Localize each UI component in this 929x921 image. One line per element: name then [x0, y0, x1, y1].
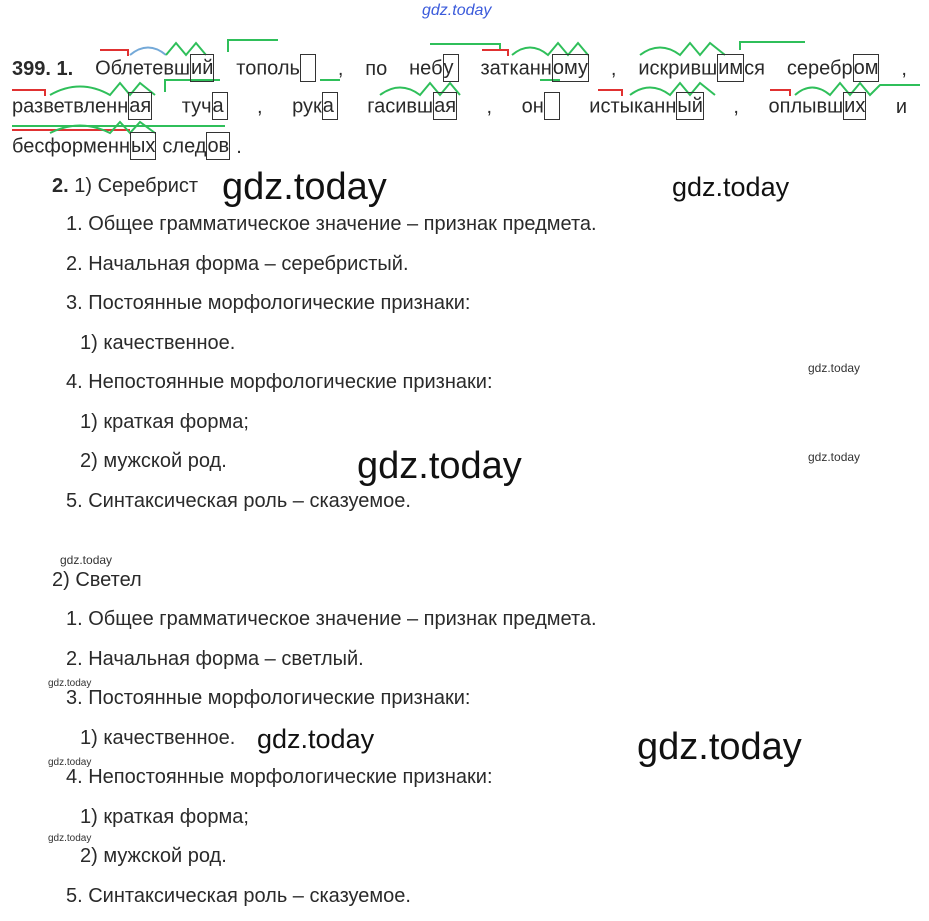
- list-item: 2. Начальная форма – светлый.: [66, 647, 364, 670]
- ending-box: ов: [206, 132, 231, 160]
- word: ,: [486, 96, 493, 118]
- word: небу: [409, 54, 459, 82]
- ending-box: ий: [190, 54, 215, 82]
- part-label: 2.: [52, 175, 75, 197]
- watermark: gdz.today: [637, 726, 802, 768]
- word: ,: [257, 96, 263, 118]
- sub-item: 1) качественное.: [80, 726, 236, 749]
- list-item: 1. Общее грамматическое значение – призн…: [66, 213, 597, 235]
- word: искрившимся: [638, 54, 765, 82]
- watermark: gdz.today: [672, 172, 790, 202]
- word: разветвленная: [12, 92, 153, 120]
- list-item: 3. Постоянные морфологические признаки:: [66, 687, 471, 709]
- ending-box: ая: [433, 92, 458, 120]
- watermark: gdz.today: [257, 724, 375, 754]
- section-title: 2. 1) Серебрист: [52, 174, 198, 198]
- ending-box: [543, 92, 560, 120]
- ending-box: ых: [130, 132, 157, 160]
- ending-box: ому: [551, 54, 589, 82]
- list-item: 5. Синтаксическая роль – сказуемое.: [66, 489, 411, 512]
- word: серебром: [787, 54, 880, 82]
- list-item: 4. Непостоянные морфологические признаки…: [66, 371, 493, 393]
- word: оплывших: [768, 92, 867, 120]
- word: тополь: [236, 54, 316, 82]
- watermark: gdz.today: [808, 450, 861, 464]
- list-item: 1. Общее грамматическое значение – призн…: [66, 608, 597, 630]
- word: и: [895, 96, 907, 118]
- sentence-line: разветвленная туча, рука гасившая, он истыкан…: [12, 92, 907, 120]
- list-item: 2. Начальная форма – серебристый.: [66, 252, 409, 275]
- watermark: gdz.today: [808, 361, 861, 375]
- list-item: 3. Постоянные морфологические признаки:: [66, 292, 471, 314]
- sub-item: 2) мужской род.: [80, 450, 227, 472]
- watermark: gdz.today: [48, 833, 92, 844]
- word: по: [365, 58, 388, 80]
- list-item: 5. Синтаксическая роль – сказуемое.: [66, 884, 411, 907]
- morpheme-marks: [12, 39, 920, 135]
- word: ,: [901, 58, 907, 80]
- watermark: gdz.today: [222, 166, 387, 208]
- ending-box: у: [442, 54, 459, 82]
- word: истыканный: [589, 92, 704, 120]
- ending-box: их: [843, 92, 867, 120]
- word: бесформенных: [12, 132, 157, 160]
- sub-item: 2) мужской род.: [80, 845, 227, 867]
- sentence-line: бесформенных следов.: [12, 132, 242, 160]
- exercise-number: 399. 1.: [12, 58, 74, 80]
- word: туча: [182, 92, 228, 120]
- sub-item: 1) краткая форма;: [80, 410, 249, 433]
- word: ,: [733, 96, 739, 118]
- ending-box: а: [211, 92, 228, 120]
- word: ,: [610, 58, 617, 80]
- watermark: gdz.today: [422, 2, 492, 19]
- ending-box: а: [321, 92, 338, 120]
- ending-box: ом: [852, 54, 880, 82]
- watermark: gdz.today: [60, 553, 113, 567]
- word: затканному: [480, 54, 589, 82]
- ending-box: ая: [128, 92, 153, 120]
- watermark: gdz.today: [48, 678, 92, 689]
- ending-box: ый: [676, 92, 704, 120]
- sub-item: 1) краткая форма;: [80, 805, 249, 828]
- word: он: [522, 92, 560, 120]
- word: рука: [292, 92, 338, 120]
- ending-box: им: [717, 54, 745, 82]
- section-title-text: 1) Серебрист: [74, 175, 199, 197]
- list-item: 4. Непостоянные морфологические признаки…: [66, 766, 493, 788]
- section-title: 2) Светел: [52, 569, 142, 591]
- word: гасившая: [367, 92, 458, 120]
- word: ,: [337, 58, 344, 80]
- word: следов: [162, 132, 231, 160]
- word: Облетевший: [95, 54, 215, 82]
- watermark: gdz.today: [357, 445, 522, 487]
- sentence-line: 399. 1. Облетевший тополь, по небу затканному…: [12, 54, 907, 82]
- sub-item: 1) качественное.: [80, 331, 236, 354]
- ending-box: [299, 54, 316, 82]
- watermark: gdz.today: [48, 757, 92, 768]
- word: .: [236, 136, 242, 158]
